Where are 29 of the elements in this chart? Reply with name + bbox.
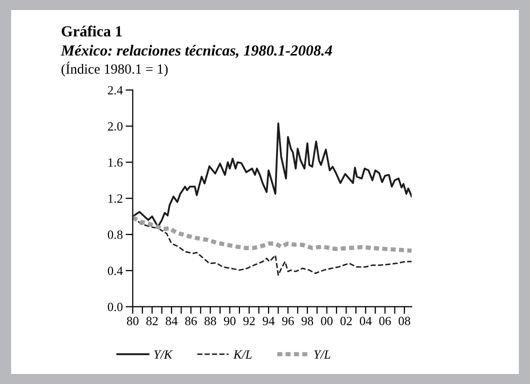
- text: (Índice 1980.1 = 1): [62, 62, 168, 77]
- legend-label: Y/K: [154, 350, 173, 359]
- y-tick-label: 0.8: [108, 230, 123, 239]
- y-tick-label: 2.4: [108, 86, 123, 95]
- x-tick-label: 00: [321, 316, 333, 326]
- x-tick-label: 90: [224, 316, 236, 326]
- x-tick-label: 96: [282, 316, 294, 326]
- chart-title: Gráfica 1: [62, 26, 122, 36]
- x-tick-label: 80: [126, 316, 138, 326]
- x-tick-label: 84: [166, 316, 178, 326]
- y-tick-label: 0.4: [108, 266, 123, 276]
- legend-label: K/L: [233, 350, 252, 359]
- x-tick-label: 06: [379, 316, 391, 326]
- legend-label: Y/L: [314, 350, 330, 359]
- y-tick-label: 2.0: [108, 122, 123, 131]
- x-tick-label: 04: [360, 316, 372, 326]
- x-tick-label: 82: [146, 316, 158, 326]
- line-series: [132, 215, 412, 253]
- y-tick-label: 0.0: [108, 302, 123, 312]
- x-tick-label: 92: [243, 316, 255, 326]
- y-tick-label: 1.6: [108, 158, 123, 167]
- y-tick-label: 1.2: [108, 194, 122, 203]
- chart-subtitle: México: relaciones técnicas, 1980.1-2008.4: [60, 44, 332, 58]
- x-tick-label: 94: [262, 316, 275, 326]
- x-tick-label: 02: [340, 316, 352, 326]
- x-tick-label: 88: [204, 316, 216, 326]
- x-tick-label: 86: [185, 316, 197, 326]
- x-tick-label: 08: [398, 316, 410, 326]
- x-tick-label: 98: [302, 316, 314, 326]
